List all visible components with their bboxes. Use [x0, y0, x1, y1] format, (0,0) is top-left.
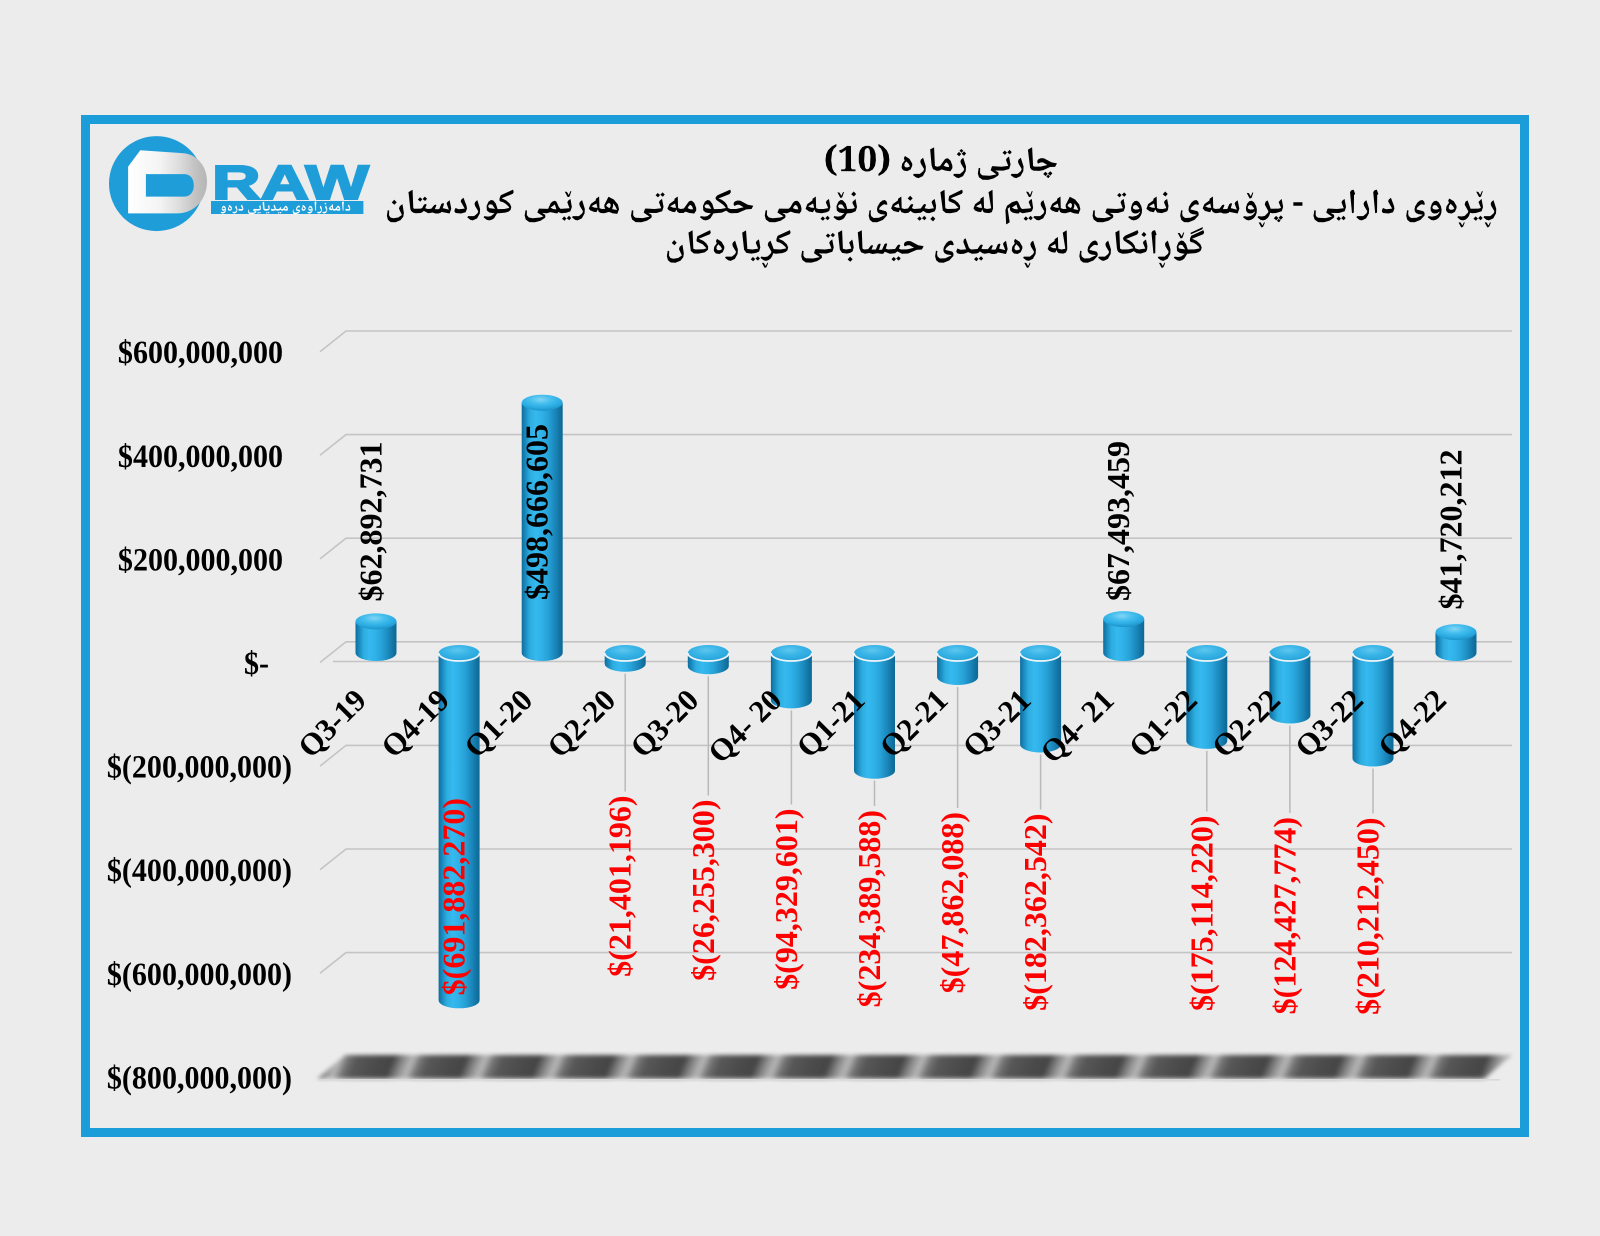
svg-text:$(21,401,196): $(21,401,196) — [602, 796, 638, 977]
svg-text:$41,720,212: $41,720,212 — [1433, 450, 1469, 610]
svg-text:$(47,862,088): $(47,862,088) — [934, 812, 970, 993]
svg-text:$(400,000,000): $(400,000,000) — [107, 852, 292, 889]
svg-text:$(124,427,774): $(124,427,774) — [1266, 817, 1302, 1014]
svg-text:$67,493,459: $67,493,459 — [1100, 441, 1136, 601]
svg-text:$-: $- — [244, 645, 269, 682]
svg-text:$(691,882,270): $(691,882,270) — [436, 798, 472, 995]
svg-text:$(234,389,588): $(234,389,588) — [851, 810, 887, 1007]
svg-text:$200,000,000: $200,000,000 — [118, 541, 283, 578]
svg-text:$(200,000,000): $(200,000,000) — [107, 748, 292, 785]
svg-text:$62,892,731: $62,892,731 — [353, 442, 389, 602]
svg-text:$600,000,000: $600,000,000 — [118, 334, 283, 371]
svg-text:$(800,000,000): $(800,000,000) — [107, 1059, 292, 1096]
svg-text:$498,666,605: $498,666,605 — [519, 424, 555, 600]
svg-text:Q2-20: Q2-20 — [540, 682, 622, 764]
svg-text:$(26,255,300): $(26,255,300) — [685, 800, 721, 981]
svg-text:$(94,329,601): $(94,329,601) — [768, 809, 804, 990]
svg-text:$(182,362,542): $(182,362,542) — [1017, 814, 1053, 1011]
svg-text:$400,000,000: $400,000,000 — [118, 438, 283, 475]
svg-text:$(210,212,450): $(210,212,450) — [1350, 818, 1386, 1015]
svg-text:Q3-19: Q3-19 — [291, 682, 373, 764]
svg-text:Q3-20: Q3-20 — [623, 682, 705, 764]
svg-text:$(175,114,220): $(175,114,220) — [1183, 816, 1219, 1012]
svg-text:$(600,000,000): $(600,000,000) — [107, 956, 292, 993]
svg-text:Q4- 20: Q4- 20 — [701, 682, 788, 769]
